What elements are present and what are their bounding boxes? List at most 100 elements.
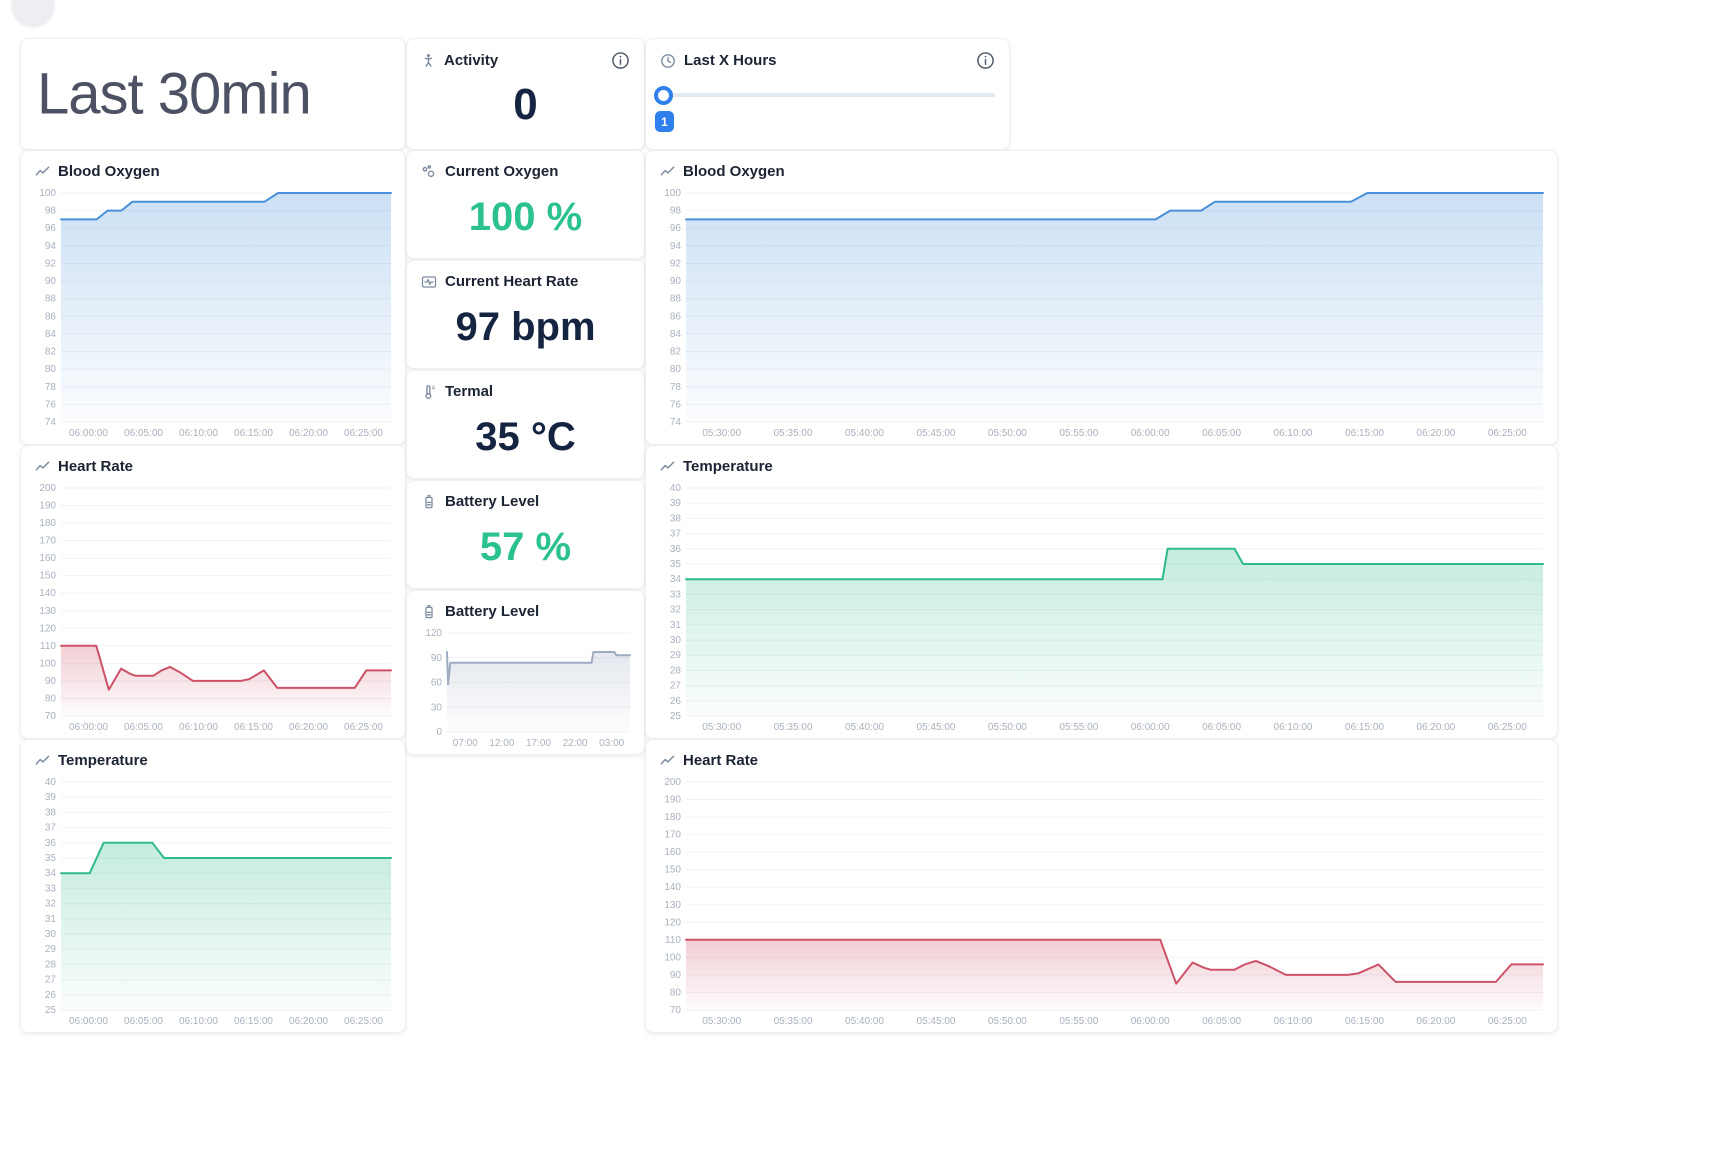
svg-text:06:00:00: 06:00:00: [1131, 428, 1170, 438]
svg-text:70: 70: [670, 1005, 682, 1016]
svg-text:190: 190: [39, 501, 56, 512]
svg-text:06:00:00: 06:00:00: [1131, 1016, 1170, 1026]
svg-text:150: 150: [39, 571, 56, 582]
svg-text:06:20:00: 06:20:00: [1416, 722, 1455, 732]
svg-text:05:30:00: 05:30:00: [702, 1016, 741, 1026]
svg-text:26: 26: [670, 696, 682, 707]
svg-text:80: 80: [45, 694, 57, 705]
svg-text:27: 27: [45, 975, 57, 986]
svg-text:39: 39: [45, 792, 57, 803]
svg-text:05:55:00: 05:55:00: [1059, 1016, 1098, 1026]
svg-text:130: 130: [39, 606, 56, 617]
line-chart-icon: [35, 164, 50, 179]
svg-text:25: 25: [45, 1005, 57, 1016]
battery-history-plot: 120 90 60 30 0 07:00 12:00 17:00 22:00 03:00: [417, 627, 634, 748]
svg-text:06:05:00: 06:05:00: [124, 722, 163, 732]
svg-text:74: 74: [670, 417, 682, 428]
svg-text:120: 120: [425, 628, 442, 639]
hours-slider-track[interactable]: [661, 93, 995, 97]
svg-text:22:00: 22:00: [563, 738, 588, 748]
svg-text:06:25:00: 06:25:00: [1488, 428, 1527, 438]
svg-text:84: 84: [670, 329, 682, 340]
svg-text:76: 76: [45, 399, 57, 410]
svg-text:78: 78: [45, 382, 57, 393]
svg-text:17:00: 17:00: [526, 738, 551, 748]
line-chart-icon: [35, 753, 50, 768]
svg-text:25: 25: [670, 711, 682, 722]
temperature-30min-card: Temperature 40 39 38 37 36 35 34 33 32 31 30 29 28 27…: [20, 739, 406, 1033]
svg-text:70: 70: [45, 711, 57, 722]
chart-title: Temperature: [683, 458, 773, 475]
svg-text:06:25:00: 06:25:00: [1488, 1016, 1527, 1026]
svg-text:35: 35: [670, 559, 682, 570]
svg-text:06:10:00: 06:10:00: [179, 1016, 218, 1026]
battery-level-value: 57 %: [479, 525, 572, 569]
svg-text:90: 90: [670, 970, 682, 981]
svg-text:100: 100: [39, 188, 56, 199]
svg-text:06:25:00: 06:25:00: [344, 428, 383, 438]
line-chart-icon: [660, 753, 675, 768]
svg-text:29: 29: [45, 944, 57, 955]
svg-text:06:10:00: 06:10:00: [1274, 428, 1313, 438]
svg-text:110: 110: [40, 641, 56, 652]
svg-text:06:20:00: 06:20:00: [289, 428, 328, 438]
line-chart-icon: [660, 164, 675, 179]
svg-text:100: 100: [664, 952, 681, 963]
svg-text:05:35:00: 05:35:00: [774, 722, 813, 732]
chart-title: Battery Level: [445, 603, 540, 620]
svg-text:96: 96: [670, 223, 682, 234]
avatar-circle[interactable]: [12, 0, 54, 26]
svg-text:29: 29: [670, 650, 682, 661]
current-heart-rate-card: Current Heart Rate 97 bpm: [406, 260, 645, 369]
svg-text:06:25:00: 06:25:00: [1488, 722, 1527, 732]
temperature-1h-plot: 40 39 38 37 36 35 34 33 32 31 30 29 28 27 26 25 05:30:00…: [656, 482, 1547, 732]
svg-text:06:05:00: 06:05:00: [1202, 722, 1241, 732]
svg-text:82: 82: [670, 347, 682, 358]
svg-text:98: 98: [45, 206, 57, 217]
svg-text:160: 160: [664, 847, 681, 858]
svg-text:32: 32: [45, 899, 57, 910]
svg-text:05:45:00: 05:45:00: [917, 428, 956, 438]
svg-text:35: 35: [45, 853, 57, 864]
current-heart-rate-value: 97 bpm: [455, 305, 596, 349]
heart-rate-1h-plot: 200 190 180 170 160 150 140 130 120 110 100 90 80 70 0…: [656, 776, 1547, 1026]
info-icon[interactable]: [611, 51, 630, 70]
svg-text:40: 40: [670, 483, 682, 494]
svg-text:30: 30: [431, 702, 443, 713]
svg-text:06:15:00: 06:15:00: [1345, 722, 1384, 732]
page-title: Last 30min: [37, 61, 312, 127]
heart-rate-1h-card: Heart Rate 200 190 180 170 160 150 140 130 120 11…: [645, 739, 1558, 1033]
svg-text:94: 94: [670, 241, 682, 252]
info-icon[interactable]: [976, 51, 995, 70]
svg-text:76: 76: [670, 399, 682, 410]
svg-text:06:10:00: 06:10:00: [179, 722, 218, 732]
svg-text:60: 60: [431, 678, 443, 689]
svg-text:06:05:00: 06:05:00: [1202, 1016, 1241, 1026]
svg-text:96: 96: [45, 223, 57, 234]
svg-text:05:50:00: 05:50:00: [988, 722, 1027, 732]
blood-oxygen-1h-plot: 100 98 96 94 92 90 88 86 84 82 80 78 76 74 05:30:00 05:…: [656, 187, 1547, 438]
svg-text:06:25:00: 06:25:00: [344, 722, 383, 732]
svg-text:34: 34: [45, 868, 57, 879]
activity-title: Activity: [444, 52, 499, 69]
svg-text:180: 180: [664, 812, 681, 823]
svg-text:140: 140: [39, 588, 56, 599]
svg-text:32: 32: [670, 605, 682, 616]
hours-slider-handle[interactable]: [654, 86, 673, 105]
time-range-card: Last 30min: [20, 38, 406, 150]
svg-text:06:15:00: 06:15:00: [234, 722, 273, 732]
current-oxygen-value: 100 %: [468, 195, 583, 239]
svg-text:06:20:00: 06:20:00: [289, 722, 328, 732]
svg-text:06:05:00: 06:05:00: [1202, 428, 1241, 438]
svg-text:94: 94: [45, 241, 57, 252]
svg-text:06:25:00: 06:25:00: [344, 1016, 383, 1026]
svg-text:03:00: 03:00: [599, 738, 624, 748]
metric-title: Current Heart Rate: [445, 273, 579, 290]
svg-text:12:00: 12:00: [489, 738, 514, 748]
svg-text:170: 170: [39, 536, 56, 547]
svg-text:90: 90: [45, 276, 57, 287]
ecg-monitor-icon: [421, 274, 437, 290]
battery-level-card: Battery Level 57 %: [406, 480, 645, 589]
metric-title: Current Oxygen: [445, 163, 559, 180]
